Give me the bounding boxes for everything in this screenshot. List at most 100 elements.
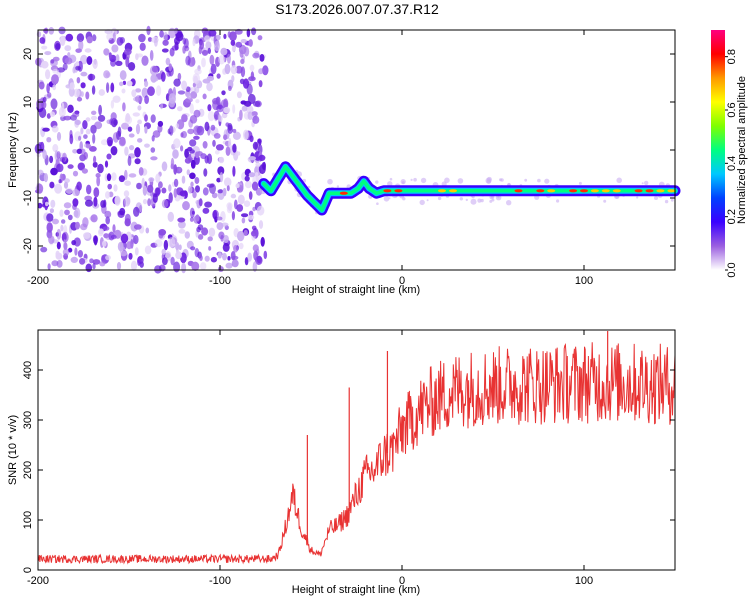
noise-blob [150, 147, 156, 153]
spectrogram-x-label: Height of straight line (km) [292, 284, 420, 296]
noise-blob [195, 214, 200, 222]
noise-blob [64, 45, 72, 52]
noise-blob [61, 231, 69, 243]
noise-blob [61, 219, 66, 224]
noise-blob [114, 195, 121, 206]
snr-x-ticks: -200 -100 0 100 [27, 330, 593, 587]
noise-blob [208, 227, 216, 237]
noise-blob [236, 204, 244, 212]
noise-blob [98, 228, 104, 235]
noise-blob [199, 255, 203, 261]
noise-blob [76, 148, 83, 154]
ridge-halo [486, 176, 492, 182]
noise-blob [189, 149, 195, 154]
noise-blob [112, 224, 116, 233]
noise-blob [227, 124, 233, 134]
noise-blob [162, 39, 169, 46]
noise-blob [122, 80, 126, 85]
noise-blob [198, 198, 203, 207]
noise-blob [148, 177, 155, 183]
noise-blob [55, 43, 61, 50]
noise-blob [93, 187, 100, 198]
noise-blob [117, 241, 124, 252]
noise-blob [241, 213, 249, 218]
noise-blob [113, 184, 118, 192]
noise-blob [119, 250, 128, 257]
ridge-halo [437, 196, 442, 201]
noise-blob [79, 258, 86, 265]
noise-blob [211, 192, 218, 199]
noise-blob [67, 214, 73, 221]
noise-blob [173, 188, 177, 198]
noise-blob [72, 111, 80, 118]
ridge-halo [459, 197, 463, 201]
ridge-halo [506, 200, 512, 206]
noise-blob [239, 49, 244, 58]
noise-blob [214, 150, 220, 155]
noise-blob [105, 191, 110, 199]
noise-blob [216, 216, 223, 221]
noise-blob [72, 170, 79, 177]
noise-blob [175, 242, 180, 251]
snr-panel: -200 -100 0 100 0 100 200 300 400 Height of str… [7, 329, 676, 596]
noise-blob [122, 102, 126, 112]
noise-blob [111, 44, 119, 53]
noise-blob [252, 261, 258, 273]
noise-blob [80, 223, 88, 231]
noise-blob [110, 234, 117, 240]
noise-blob [96, 175, 101, 187]
noise-blob [244, 180, 252, 189]
noise-blob [75, 61, 80, 68]
noise-blob [112, 95, 121, 103]
noise-blob [163, 31, 168, 43]
noise-blob [86, 184, 92, 195]
noise-blob [218, 55, 226, 65]
noise-blob [225, 262, 233, 269]
noise-blob [160, 103, 164, 110]
noise-blob [217, 189, 224, 194]
noise-blob [244, 257, 249, 266]
colorbar-tick-label: 0.6 [726, 102, 738, 117]
colorbar-label: Normalized spectral amplitude [736, 76, 748, 224]
noise-blob [207, 236, 213, 242]
ridge-halo [400, 179, 406, 185]
noise-blob [179, 190, 188, 197]
noise-blob [92, 161, 98, 168]
noise-blob [246, 28, 251, 38]
noise-blob [243, 200, 251, 207]
noise-blob [177, 106, 183, 112]
noise-region [34, 25, 269, 274]
chart-title: S173.2026.007.07.37.R12 [275, 1, 439, 17]
noise-blob [226, 53, 231, 64]
noise-blob [232, 143, 237, 153]
noise-blob [64, 209, 70, 216]
noise-blob [254, 172, 259, 177]
noise-blob [147, 184, 154, 193]
snr-y-ticks: 0 100 200 300 400 [22, 361, 675, 573]
noise-blob [38, 81, 45, 90]
noise-blob [50, 167, 58, 176]
noise-blob [170, 256, 175, 266]
noise-blob [208, 29, 217, 37]
noise-blob [78, 39, 84, 51]
noise-blob [101, 255, 105, 261]
noise-blob [92, 34, 97, 42]
noise-blob [240, 58, 245, 65]
noise-blob [182, 201, 190, 211]
x-tick-label: 0 [399, 275, 405, 287]
noise-blob [102, 240, 107, 247]
noise-blob [104, 160, 109, 168]
noise-blob [116, 37, 124, 46]
noise-blob [97, 163, 104, 174]
noise-blob [169, 125, 174, 136]
noise-blob [47, 263, 51, 270]
noise-blob [123, 190, 130, 198]
noise-blob [191, 261, 200, 271]
ridge-hotspot [612, 189, 621, 193]
noise-blob [121, 122, 129, 130]
noise-blob [45, 201, 49, 207]
noise-blob [231, 75, 235, 83]
noise-blob [230, 39, 236, 46]
ridge-hotspot [569, 189, 578, 193]
